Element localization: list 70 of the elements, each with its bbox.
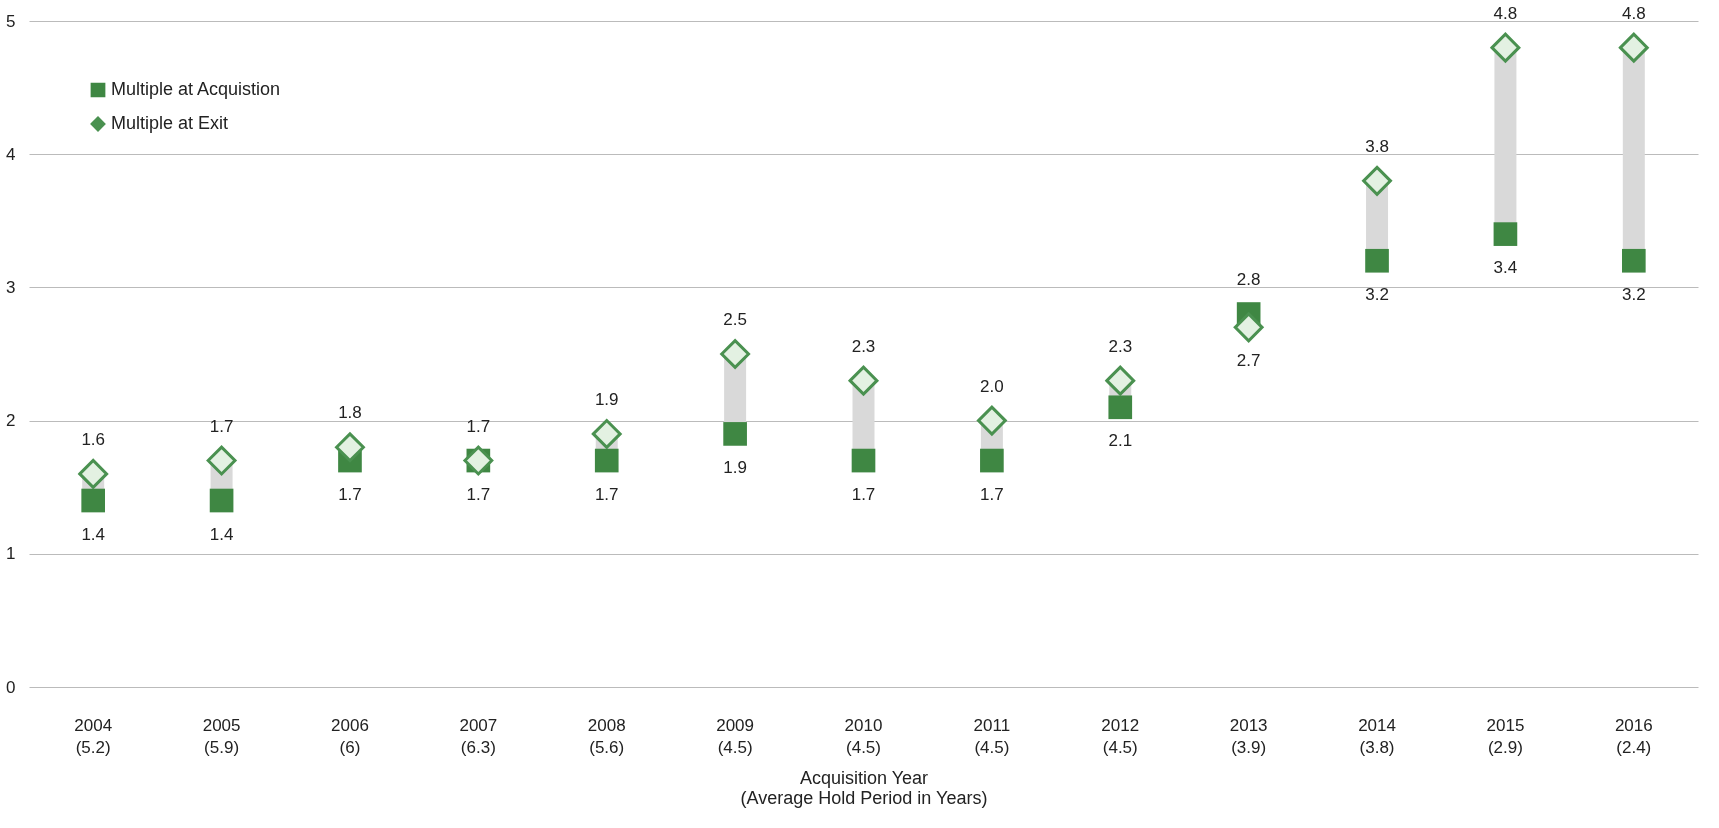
- x-tick-label: 2008 (5.6): [587, 715, 626, 757]
- data-label: 1.9: [594, 389, 619, 409]
- point: [1362, 165, 1392, 196]
- x-tick-label: 2004 (5.2): [74, 715, 113, 757]
- x-tick-label: 2009 (4.5): [716, 715, 755, 757]
- data-label: 1.8: [338, 403, 362, 423]
- data-label: 4.8: [1621, 3, 1646, 23]
- legend-label: Multiple at Exit: [111, 113, 229, 133]
- data-label: 3.2: [1365, 284, 1389, 304]
- point: [1621, 248, 1646, 273]
- point: [1105, 365, 1136, 396]
- y-tick-label: 1: [6, 544, 16, 564]
- point: [1618, 32, 1649, 63]
- data-label: 1.7: [980, 484, 1004, 504]
- data-label: 3.2: [1621, 284, 1646, 304]
- data-label: 1.7: [209, 416, 234, 436]
- x-tick-label: 2006 (6): [331, 715, 369, 757]
- point: [81, 488, 106, 513]
- point: [209, 488, 234, 513]
- data-label: 1.7: [466, 484, 491, 504]
- x-tick-label: 2010 (4.5): [844, 715, 883, 757]
- y-tick-label: 0: [6, 677, 16, 697]
- point: [723, 422, 747, 446]
- point: [851, 448, 876, 473]
- x-tick-label: 2007 (6.3): [459, 715, 498, 757]
- data-label: 4.8: [1493, 3, 1518, 23]
- data-label: 1.7: [851, 484, 876, 504]
- data-label: 1.4: [81, 524, 106, 544]
- data-label: 2.7: [1236, 351, 1261, 371]
- point: [980, 448, 1004, 473]
- x-tick-label: 2005 (5.9): [202, 715, 241, 757]
- point: [78, 458, 109, 489]
- point: [591, 419, 622, 449]
- x-tick-label: 2012 (4.5): [1101, 715, 1140, 757]
- point: [335, 432, 365, 463]
- data-label: 3.8: [1365, 136, 1389, 156]
- data-label: 1.7: [594, 484, 619, 504]
- data-label: 1.7: [466, 416, 491, 436]
- y-tick-label: 4: [6, 144, 16, 164]
- data-label: 2.0: [980, 376, 1004, 396]
- x-tick-label: 2011 (4.5): [973, 715, 1011, 757]
- point: [848, 365, 879, 396]
- data-label: 2.3: [1108, 336, 1133, 356]
- data-label: 1.4: [209, 524, 234, 544]
- point: [1233, 312, 1264, 343]
- legend-label: Multiple at Acquistion: [111, 79, 281, 99]
- point: [594, 448, 619, 473]
- y-tick-label: 2: [6, 411, 16, 431]
- x-tick-label: 2015 (2.9): [1486, 715, 1525, 757]
- data-label: 2.3: [851, 336, 876, 356]
- x-tick-label: 2013 (3.9): [1229, 715, 1268, 757]
- data-label: 1.7: [338, 484, 362, 504]
- x-axis-title: Acquisition Year (Average Hold Period in Years): [740, 767, 988, 808]
- data-label: 2.1: [1108, 431, 1133, 451]
- point: [1493, 222, 1518, 246]
- point: [1365, 248, 1389, 273]
- point: [1108, 395, 1133, 420]
- data-label: 2.8: [1236, 270, 1261, 290]
- data-label: 1.6: [81, 429, 106, 449]
- point: [1490, 32, 1521, 63]
- data-label: 3.4: [1493, 258, 1518, 278]
- point: [976, 405, 1007, 436]
- x-tick-label: 2016 (2.4): [1614, 715, 1653, 757]
- y-tick-label: 3: [6, 277, 16, 297]
- data-label: 2.5: [723, 310, 747, 329]
- data-label: 1.9: [723, 457, 747, 477]
- point: [720, 339, 751, 369]
- x-tick-label: 2014 (3.8): [1358, 715, 1396, 757]
- point: [206, 445, 237, 476]
- y-tick-label: 5: [6, 11, 16, 31]
